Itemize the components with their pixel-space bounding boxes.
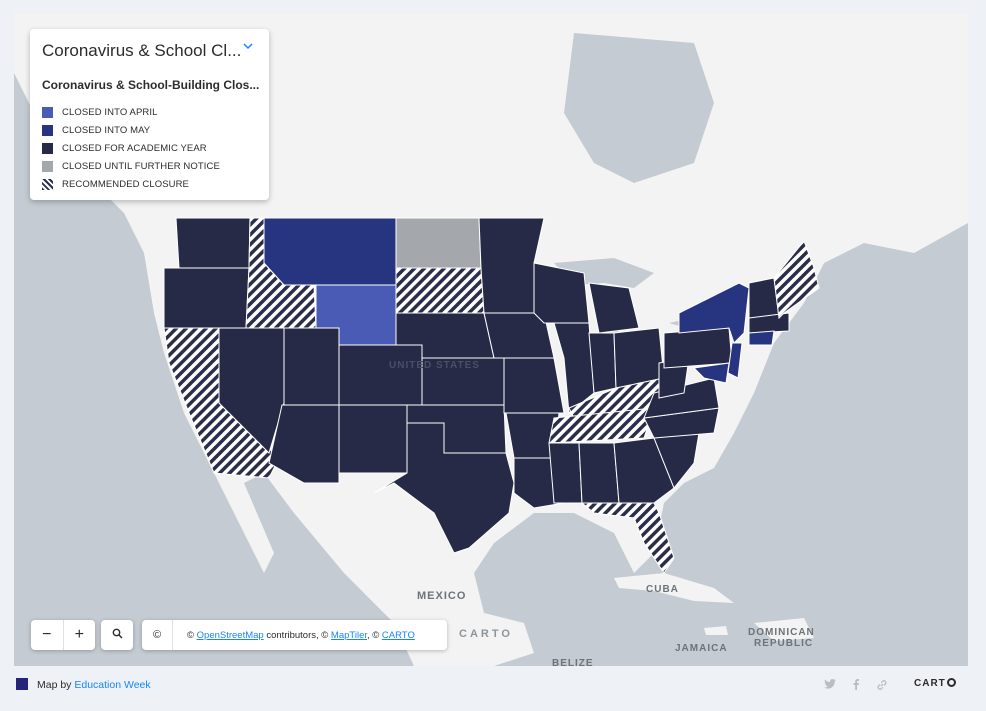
state-tennessee: [548, 407, 655, 444]
footer: Map by Education Week CART: [14, 676, 968, 696]
mexico-land: [264, 468, 534, 666]
state-missouri: [494, 357, 565, 414]
state-maryland: [692, 362, 730, 384]
label-mexico: MEXICO: [417, 590, 467, 602]
legend-panel: Coronavirus & School Cl... Coronavirus &…: [30, 29, 269, 200]
link-carto[interactable]: CARTO: [381, 629, 415, 641]
zoom-out-button[interactable]: −: [31, 620, 64, 650]
legend-item-april: CLOSED INTO APRIL: [42, 105, 158, 119]
legend-label: RECOMMENDED CLOSURE: [62, 178, 189, 190]
swatch-may: [42, 124, 53, 136]
zoom-in-button[interactable]: +: [74, 626, 84, 643]
attribution-bar: © © OpenStreetMap contributors, © MapTil…: [142, 620, 447, 650]
legend-label: CLOSED INTO APRIL: [62, 106, 158, 118]
state-indiana: [588, 332, 617, 394]
state-colorado: [338, 344, 423, 406]
label-dominican: DOMINICAN: [748, 627, 815, 638]
swatch-recommended: [42, 178, 53, 190]
hudson-bay: [564, 33, 714, 183]
link-maptiler[interactable]: MapTiler: [330, 629, 367, 641]
carto-footer-logo: CART: [914, 678, 956, 689]
legend-label: CLOSED UNTIL FURTHER NOTICE: [62, 160, 220, 172]
state-florida: [580, 502, 675, 574]
state-alabama: [578, 442, 620, 504]
twitter-icon[interactable]: [824, 679, 836, 692]
state-connecticut: [748, 330, 775, 346]
map-credit: Map by Education Week: [37, 679, 151, 691]
legend-item-recommended: RECOMMENDED CLOSURE: [42, 177, 189, 191]
state-oregon: [163, 267, 250, 329]
legend-item-academic-year: CLOSED FOR ACADEMIC YEAR: [42, 141, 207, 155]
state-new-york: [678, 282, 750, 344]
link-openstreetmap[interactable]: OpenStreetMap: [196, 629, 264, 641]
state-washington: [175, 217, 251, 269]
state-montana: [263, 217, 397, 286]
legend-item-may: CLOSED INTO MAY: [42, 123, 150, 137]
state-north-dakota: [395, 217, 482, 269]
state-pennsylvania: [663, 327, 733, 369]
state-new-mexico: [338, 404, 408, 474]
state-wisconsin: [533, 262, 590, 324]
swatch-april: [42, 106, 53, 118]
state-maine: [773, 240, 820, 320]
label-republic: REPUBLIC: [754, 638, 814, 649]
legend-label: CLOSED FOR ACADEMIC YEAR: [62, 142, 207, 154]
state-texas: [373, 422, 515, 554]
cuba: [614, 573, 734, 603]
link-education-week[interactable]: Education Week: [74, 679, 151, 691]
state-mississippi: [548, 442, 583, 504]
swatch-further-notice: [42, 160, 53, 172]
label-belize: BELIZE: [552, 658, 594, 666]
swatch-academic-year: [42, 142, 53, 154]
label-jamaica: JAMAICA: [675, 643, 728, 654]
link-icon[interactable]: [876, 679, 888, 694]
state-michigan: [588, 282, 640, 334]
attribution-text: © OpenStreetMap contributors, © MapTiler…: [187, 629, 415, 641]
search-button[interactable]: [101, 620, 133, 650]
chevron-down-icon[interactable]: [242, 39, 254, 55]
us-states[interactable]: [163, 217, 820, 574]
state-georgia: [613, 437, 675, 504]
label-cuba: CUBA: [646, 584, 679, 595]
state-south-dakota: [395, 267, 485, 314]
zoom-controls: − +: [31, 620, 95, 650]
facebook-icon[interactable]: [853, 679, 859, 693]
jamaica: [704, 626, 728, 635]
legend-title[interactable]: Coronavirus & School Cl...: [42, 41, 242, 60]
state-arizona: [268, 404, 340, 484]
state-ohio: [613, 327, 665, 389]
state-virginia: [643, 377, 720, 419]
attribution-toggle[interactable]: ©: [142, 620, 173, 650]
label-united-states: UNITED STATES: [389, 360, 480, 371]
hispaniola: [754, 618, 814, 641]
carto-watermark: CARTO: [459, 628, 513, 640]
state-utah: [283, 327, 340, 406]
legend-item-further-notice: CLOSED UNTIL FURTHER NOTICE: [42, 159, 220, 173]
search-icon: [112, 626, 123, 644]
legend-subtitle: Coronavirus & School-Building Clos...: [42, 78, 260, 92]
legend-label: CLOSED INTO MAY: [62, 124, 151, 136]
edweek-logo: [16, 678, 28, 690]
